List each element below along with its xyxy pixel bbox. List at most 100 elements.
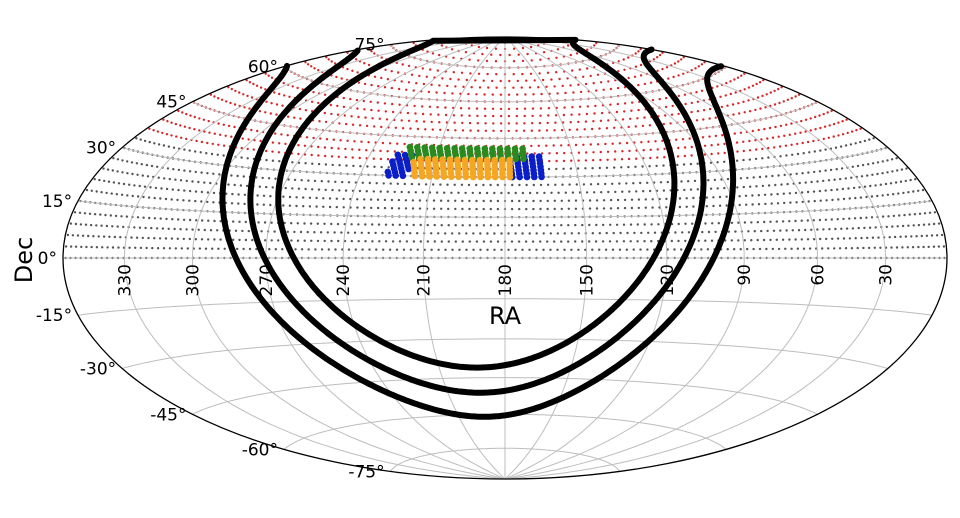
background-dot (710, 144, 713, 147)
background-dot (233, 103, 237, 106)
background-dot (424, 128, 427, 131)
background-dot (174, 178, 177, 181)
background-dot (384, 240, 388, 243)
background-dot (736, 150, 739, 153)
background-dot (323, 93, 327, 96)
background-dot (397, 198, 401, 202)
background-dot (582, 183, 586, 186)
background-dot (770, 193, 773, 196)
background-dot (531, 114, 534, 118)
background-dot (407, 119, 411, 123)
region-dot (469, 156, 476, 164)
background-dot (421, 105, 424, 108)
background-dot (197, 228, 200, 231)
background-dot (166, 167, 170, 170)
ra-tick-label: 240 (334, 264, 354, 296)
background-dot (485, 59, 489, 63)
background-dot (199, 151, 202, 154)
background-dot (406, 111, 410, 115)
background-dot (286, 230, 289, 233)
background-dot (620, 166, 623, 169)
background-dot (218, 173, 221, 176)
background-dot (535, 232, 538, 235)
background-dot (319, 137, 322, 140)
background-dot (211, 247, 214, 250)
background-dot (720, 178, 723, 181)
background-dot (421, 67, 424, 70)
background-dot (850, 176, 853, 179)
background-dot (90, 189, 94, 192)
background-dot (680, 58, 683, 61)
background-dot (460, 183, 464, 186)
background-dot (283, 94, 286, 97)
background-dot (700, 63, 704, 66)
background-dot (248, 81, 252, 84)
background-dot (393, 150, 396, 153)
background-dot (380, 76, 383, 80)
ra-tick-label: 270 (257, 264, 277, 296)
background-dot (595, 89, 598, 92)
background-dot (649, 156, 652, 160)
background-dot (461, 121, 464, 125)
background-dot (689, 188, 693, 191)
background-dot (158, 237, 162, 240)
background-dot (177, 188, 180, 192)
background-dot (213, 95, 216, 98)
background-dot (318, 120, 321, 123)
background-dot (570, 113, 573, 116)
background-dot (718, 204, 722, 207)
background-dot (553, 129, 556, 132)
background-dot (710, 152, 713, 156)
region-dot (489, 145, 496, 153)
background-dot (337, 155, 340, 158)
background-dot (388, 248, 392, 251)
background-dot (281, 248, 284, 251)
background-dot (702, 109, 706, 112)
background-dot (288, 195, 292, 199)
background-dot (510, 207, 514, 211)
background-dot (291, 187, 294, 190)
background-dot (760, 229, 763, 233)
background-dot (390, 198, 394, 202)
background-dot (240, 146, 243, 150)
background-dot (90, 245, 93, 249)
background-dot (185, 137, 188, 141)
background-dot (193, 128, 196, 131)
background-dot (106, 246, 109, 249)
background-dot (131, 172, 134, 176)
background-dot (911, 246, 915, 249)
background-dot (379, 190, 382, 193)
background-dot (874, 184, 877, 187)
background-dot (468, 114, 471, 117)
background-dot (99, 213, 102, 216)
background-dot (335, 205, 338, 209)
background-dot (629, 117, 632, 121)
background-dot (870, 216, 874, 219)
background-dot (510, 240, 514, 243)
background-dot (475, 183, 478, 187)
ra-tick-label: 60 (809, 264, 829, 286)
background-dot (363, 198, 366, 201)
background-dot (600, 191, 603, 194)
background-dot (304, 162, 307, 165)
background-dot (213, 238, 216, 241)
background-dot (245, 79, 248, 82)
background-dot (507, 129, 510, 133)
background-dot (680, 180, 683, 183)
background-dot (370, 50, 373, 53)
background-dot (475, 240, 479, 243)
background-dot (848, 197, 851, 200)
background-dot (564, 91, 567, 95)
background-dot (105, 224, 109, 228)
background-dot (296, 239, 300, 242)
background-dot (881, 194, 884, 197)
background-dot (395, 231, 398, 235)
background-dot (366, 165, 369, 168)
background-dot (664, 105, 668, 109)
background-dot (841, 133, 845, 136)
background-dot (867, 163, 870, 166)
background-dot (591, 248, 594, 251)
background-dot (76, 234, 80, 237)
background-dot (690, 69, 693, 72)
background-dot (583, 128, 586, 131)
